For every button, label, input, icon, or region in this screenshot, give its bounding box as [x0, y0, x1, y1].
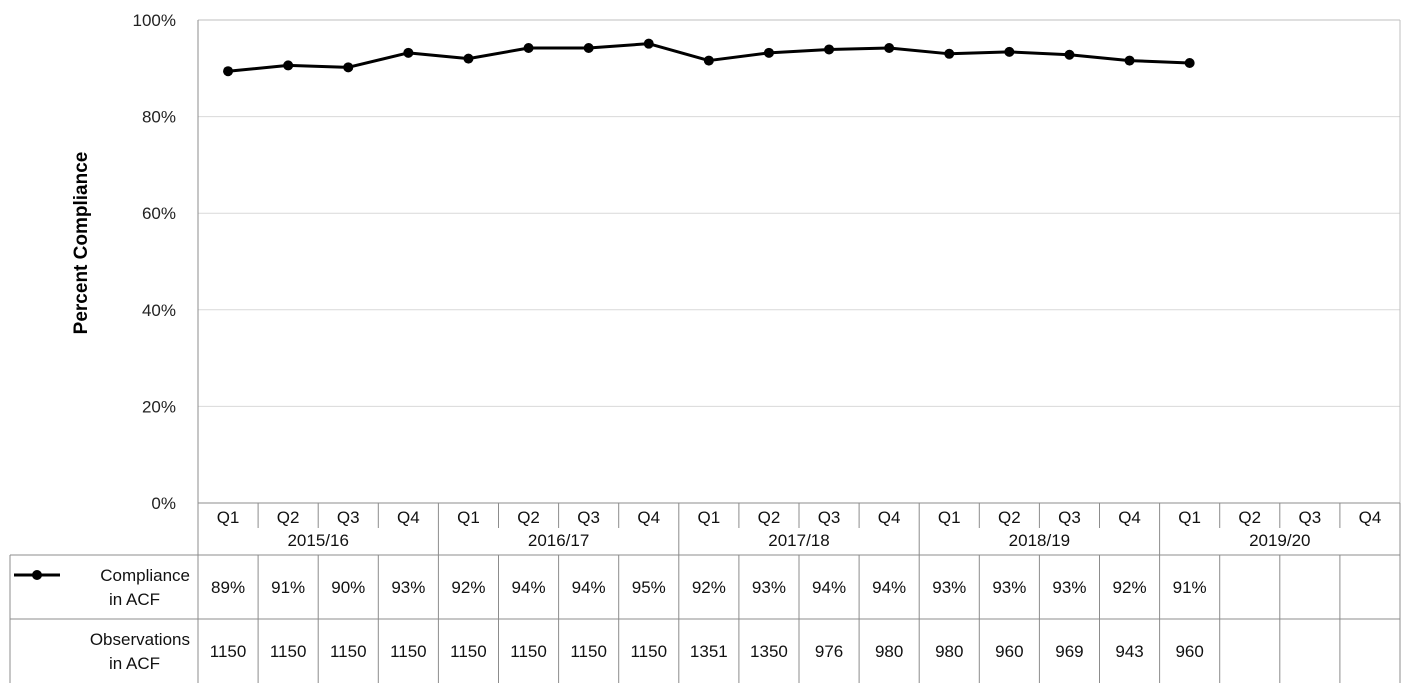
year-label: 2018/19	[1009, 531, 1070, 550]
series-layer	[223, 38, 1195, 77]
table-cell: 94%	[812, 578, 846, 597]
x-tick-label: Q2	[277, 508, 300, 527]
year-label: 2017/18	[768, 531, 829, 550]
data-point	[1124, 55, 1135, 66]
x-tick-label: Q1	[698, 508, 721, 527]
y-tick-label: 60%	[142, 204, 176, 223]
data-point	[703, 55, 714, 66]
y-tick-label: 40%	[142, 301, 176, 320]
y-tick-label: 0%	[151, 494, 176, 513]
table-cell: 95%	[632, 578, 666, 597]
y-tick-label: 80%	[142, 108, 176, 127]
data-point	[463, 53, 474, 64]
table-cell: 93%	[752, 578, 786, 597]
data-point	[523, 43, 534, 54]
x-tick-label: Q2	[1238, 508, 1261, 527]
table-cell: 91%	[271, 578, 305, 597]
x-tick-label: Q3	[337, 508, 360, 527]
table-cell: 92%	[1113, 578, 1147, 597]
x-tick-label: Q2	[758, 508, 781, 527]
year-label: 2019/20	[1249, 531, 1310, 550]
legend-marker	[32, 570, 42, 580]
table-cell: 960	[995, 642, 1023, 661]
x-tick-label: Q1	[457, 508, 480, 527]
y-tick-label: 20%	[142, 397, 176, 416]
year-label: 2016/17	[528, 531, 589, 550]
table-cell: 1150	[450, 642, 487, 661]
table-cell: 93%	[391, 578, 425, 597]
table-cell: 976	[815, 642, 843, 661]
table-cell: 94%	[512, 578, 546, 597]
x-tick-label: Q3	[577, 508, 600, 527]
data-point	[763, 47, 774, 58]
data-table: 89% 91% 90% 93% 92% 94% 94% 95% 92% 93% 94% 94% 93% 9…	[9, 554, 1401, 683]
data-point	[343, 62, 354, 73]
table-cell: 94%	[572, 578, 606, 597]
table-cell: 92%	[451, 578, 485, 597]
table-cell: 1150	[270, 642, 307, 661]
year-label: 2015/16	[287, 531, 348, 550]
x-axis-categories: Q1 Q2 Q3 Q4 Q1 Q2 Q3 Q4 Q1 Q2 Q3 Q4 Q1 Q2 Q3 Q4 Q1 Q2 Q3 Q4…	[197, 503, 1401, 555]
table-cell: 969	[1055, 642, 1083, 661]
x-tick-label: Q4	[397, 508, 420, 527]
data-point	[884, 43, 895, 54]
table-cell: 94%	[872, 578, 906, 597]
data-point	[1004, 46, 1015, 57]
data-point	[1184, 57, 1195, 68]
table-cell: 89%	[211, 578, 245, 597]
x-tick-label: Q2	[998, 508, 1021, 527]
table-cell: 1351	[690, 642, 728, 661]
x-tick-label: Q2	[517, 508, 540, 527]
table-cell: 1150	[510, 642, 547, 661]
table-cell: 943	[1115, 642, 1143, 661]
table-cell: 91%	[1173, 578, 1207, 597]
x-tick-label: Q3	[1058, 508, 1081, 527]
x-tick-label: Q3	[818, 508, 841, 527]
x-tick-label: Q4	[878, 508, 901, 527]
table-cell: 1350	[750, 642, 788, 661]
table-cell: 980	[875, 642, 903, 661]
x-tick-label: Q4	[637, 508, 660, 527]
table-cell: 1150	[570, 642, 607, 661]
plot-frame	[197, 19, 1401, 504]
y-axis-title: Percent Compliance	[71, 152, 92, 335]
data-point	[223, 66, 234, 77]
table-cell: 1150	[210, 642, 247, 661]
row-header-line2: in ACF	[109, 590, 160, 609]
data-point	[583, 43, 594, 54]
row-header-line2: in ACF	[109, 654, 160, 673]
table-cell: 93%	[992, 578, 1026, 597]
x-tick-label: Q4	[1359, 508, 1382, 527]
table-cell: 1150	[390, 642, 427, 661]
table-cell: 93%	[1052, 578, 1086, 597]
table-cell: 980	[935, 642, 963, 661]
x-tick-label: Q4	[1118, 508, 1141, 527]
table-cell: 1150	[330, 642, 367, 661]
x-tick-label: Q1	[1178, 508, 1201, 527]
gridlines	[198, 116, 1400, 407]
row-header-line1: Observations	[90, 630, 190, 649]
table-cell: 92%	[692, 578, 726, 597]
data-point	[643, 38, 654, 49]
data-point	[403, 47, 414, 58]
y-axis-ticks: 0% 20% 40% 60% 80% 100%	[133, 11, 176, 513]
x-tick-label: Q3	[1299, 508, 1322, 527]
table-cell: 1150	[630, 642, 667, 661]
x-tick-label: Q1	[938, 508, 961, 527]
row-header-line1: Compliance	[100, 566, 190, 585]
data-point	[283, 60, 294, 71]
data-point	[1064, 49, 1075, 60]
table-cell: 960	[1175, 642, 1203, 661]
table-cell: 90%	[331, 578, 365, 597]
table-cell: 93%	[932, 578, 966, 597]
data-point	[824, 44, 835, 55]
data-point	[944, 48, 955, 59]
y-tick-label: 100%	[133, 11, 176, 30]
x-tick-label: Q1	[217, 508, 240, 527]
